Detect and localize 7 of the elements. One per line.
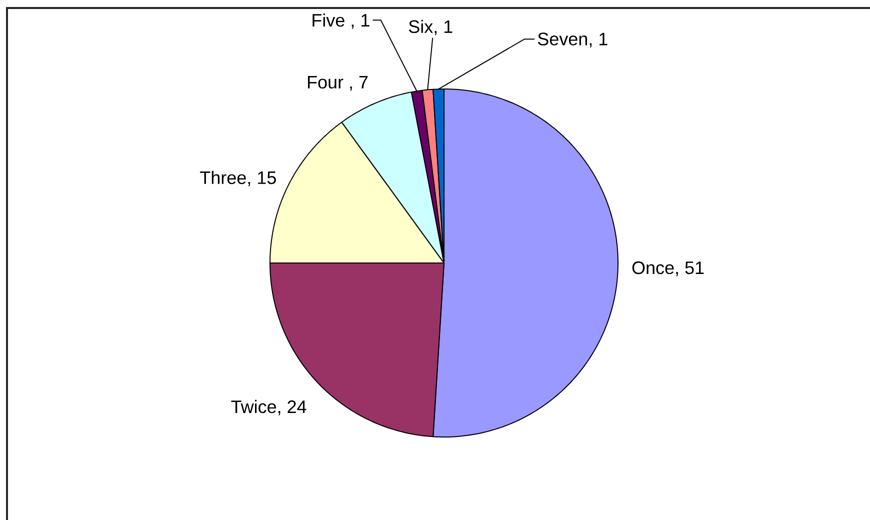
- data-label: Once, 51: [632, 261, 704, 276]
- data-label: Three, 15: [200, 170, 276, 186]
- data-label: Five , 1: [312, 13, 370, 29]
- data-label: Four , 7: [308, 76, 368, 91]
- data-label: Twice, 24: [231, 400, 306, 416]
- data-label: Six, 1: [408, 20, 452, 36]
- data-label: Seven, 1: [538, 32, 608, 48]
